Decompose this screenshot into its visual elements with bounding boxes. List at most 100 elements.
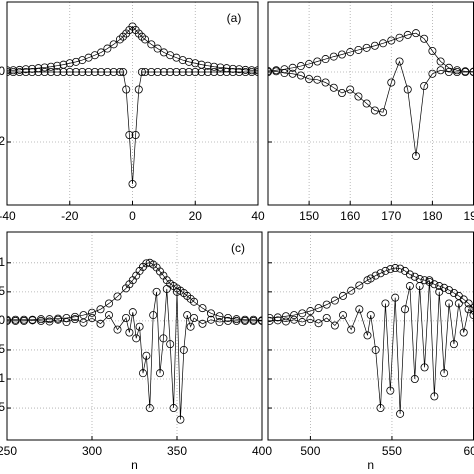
y-tick-label: 1 (0, 255, 5, 269)
marker (461, 68, 470, 77)
marker (72, 57, 81, 66)
marker (313, 57, 322, 66)
marker (376, 404, 385, 413)
marker (88, 313, 97, 322)
marker (166, 68, 175, 77)
marker (445, 299, 454, 308)
marker (137, 32, 146, 41)
marker (97, 48, 106, 57)
marker (379, 108, 388, 117)
marker (97, 68, 106, 77)
marker (228, 68, 237, 77)
marker (45, 317, 54, 326)
marker (337, 89, 346, 98)
marker (339, 291, 348, 300)
marker (183, 311, 192, 320)
marker (391, 293, 400, 302)
marker (362, 43, 371, 52)
marker (355, 281, 364, 290)
marker (169, 404, 178, 413)
marker (203, 68, 212, 77)
marker (54, 315, 63, 324)
marker (19, 316, 28, 325)
marker (210, 62, 219, 71)
x-tick-label: 190 (463, 209, 474, 223)
marker (298, 309, 307, 318)
marker (347, 325, 356, 334)
marker (395, 33, 404, 42)
marker (153, 68, 162, 77)
marker (65, 68, 74, 77)
marker (296, 62, 305, 71)
marker (191, 59, 200, 68)
marker (370, 106, 379, 115)
panel: 500 550 600 n (267, 231, 474, 472)
marker (371, 271, 380, 280)
marker (464, 305, 473, 314)
marker (115, 68, 124, 77)
marker (53, 61, 62, 70)
marker (216, 68, 225, 77)
marker (459, 328, 468, 337)
marker (11, 316, 20, 325)
marker (428, 47, 437, 56)
marker (435, 282, 444, 291)
marker (186, 322, 195, 331)
marker (142, 351, 151, 360)
marker (464, 299, 473, 308)
panel: -40 -20 0 20 40 0 -2 (a) (0, 1, 265, 223)
marker (40, 68, 49, 77)
marker (449, 340, 458, 349)
marker (454, 299, 463, 308)
marker (147, 40, 156, 49)
marker (96, 319, 105, 328)
marker (313, 75, 322, 84)
marker (15, 68, 24, 77)
marker (247, 68, 256, 77)
marker (21, 68, 30, 77)
marker (134, 85, 143, 94)
marker (115, 35, 124, 44)
marker (198, 304, 207, 313)
marker (159, 68, 168, 77)
marker (155, 369, 164, 378)
marker (198, 319, 207, 328)
marker (223, 313, 232, 322)
marker (197, 68, 206, 77)
x-tick-label: 180 (422, 209, 442, 223)
marker (330, 321, 339, 330)
marker (273, 313, 282, 322)
marker (272, 67, 281, 76)
marker (435, 287, 444, 296)
marker (395, 57, 404, 66)
marker (88, 308, 97, 317)
marker (410, 272, 419, 281)
marker (346, 48, 355, 57)
marker (376, 269, 385, 278)
marker (411, 29, 420, 38)
marker (178, 68, 187, 77)
marker (84, 68, 93, 77)
marker (405, 270, 414, 279)
marker (222, 68, 231, 77)
x-tick-label: -40 (0, 209, 16, 223)
marker (420, 276, 429, 285)
marker (62, 313, 71, 322)
y-tick-label: 0.5 (0, 284, 5, 298)
marker (37, 316, 46, 325)
marker (415, 282, 424, 291)
marker (103, 44, 112, 53)
y-tick-label: 0 (0, 64, 5, 78)
marker (59, 68, 68, 77)
marker (296, 71, 305, 80)
marker (105, 311, 114, 320)
marker (7, 68, 11, 76)
panel-label: (c) (231, 241, 245, 255)
marker (321, 55, 330, 64)
marker (191, 68, 200, 77)
marker (228, 64, 237, 73)
marker (306, 315, 315, 324)
marker (280, 69, 289, 78)
x-tick-label: 0 (129, 209, 136, 223)
